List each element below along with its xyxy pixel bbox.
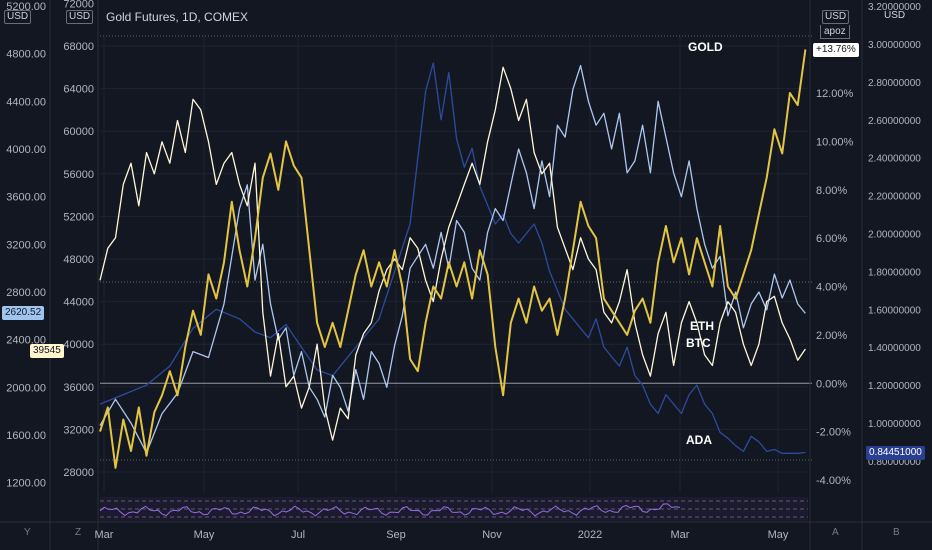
eth-axis-tick-label: 1600.00 (6, 430, 46, 442)
eth-series-line (99, 64, 806, 454)
time-axis[interactable]: Mar May Jul Sep Nov 2022 Mar May (49, 0, 863, 550)
scale-mode-badge[interactable]: apoz (820, 25, 850, 39)
percent-axis-tick-label: 0.00% (816, 378, 847, 390)
percent-axis-tick-label: 6.00% (816, 233, 847, 245)
time-axis-tick-label: Jul (291, 529, 305, 541)
btc-axis-tick-label: 52000 (63, 211, 94, 223)
btc-axis-tick-label: 64000 (63, 84, 94, 96)
time-axis-tick-label: Mar (671, 529, 690, 541)
percent-axis-tick-label: 10.00% (816, 136, 854, 148)
time-axis-tick-label: May (768, 529, 789, 541)
btc-axis-tick-label: 28000 (63, 467, 94, 479)
eth-axis-tick-label: 3600.00 (6, 192, 46, 204)
ada-axis-tick-label: 3.20000000 (868, 2, 921, 13)
time-axis-tick-label: Nov (482, 529, 502, 541)
btc-last-price-tag: 39545 (30, 344, 64, 358)
btc-price-axis[interactable]: 72000 68000 64000 60000 56000 52000 48000 44000… (63, 0, 94, 479)
btc-axis-tick-label: 32000 (63, 424, 94, 436)
eth-axis-currency-badge[interactable]: USD (4, 10, 32, 24)
ada-axis-tick-label: 2.80000000 (868, 78, 921, 89)
ada-axis-tick-label: 2.60000000 (868, 116, 921, 127)
gold-series-label: GOLD (688, 40, 723, 54)
eth-price-axis[interactable]: 5200.004800.004400.004000.003600.003200.… (6, 1, 46, 490)
ada-axis-scale-button[interactable]: B (893, 527, 900, 538)
series-labels: GOLD ETH BTC ADA (686, 40, 723, 447)
time-axis-tick-label: 2022 (578, 529, 602, 541)
btc-series-line (99, 66, 806, 441)
ada-axis-tick-label: 1.60000000 (868, 305, 921, 316)
ada-axis-tick-label: 0.80000000 (868, 457, 921, 468)
percent-axis-tick-label: 8.00% (816, 185, 847, 197)
btc-axis-tick-label: 44000 (63, 297, 94, 309)
grid-lines (100, 36, 808, 492)
ada-axis-tick-label: 1.20000000 (868, 381, 921, 392)
ada-series-line (99, 62, 806, 454)
eth-axis-tick-label: 2000.00 (6, 382, 46, 394)
eth-series-label: ETH (690, 319, 714, 333)
eth-axis-scale-button[interactable]: Y (24, 527, 31, 538)
ada-axis-tick-label: 3.00000000 (868, 40, 921, 51)
time-axis-tick-label: May (194, 529, 215, 541)
btc-axis-tick-label: 36000 (63, 382, 94, 394)
eth-last-price-tag: 2620.52 (2, 306, 45, 320)
percent-axis-scale-button[interactable]: A (832, 527, 839, 538)
btc-axis-currency-badge[interactable]: USD (66, 10, 94, 24)
percent-axis-tick-label: -4.00% (816, 475, 851, 487)
ada-axis-tick-label: 1.00000000 (868, 419, 921, 430)
percent-axis-tick-label: 12.00% (816, 88, 854, 100)
ada-axis-tick-label: 2.00000000 (868, 230, 921, 241)
gold-last-value-tag: +13.76% (813, 43, 859, 57)
reference-lines (100, 35, 812, 461)
percent-axis-currency-badge[interactable]: USD (822, 10, 850, 24)
ada-axis-currency-label: USD (884, 10, 906, 21)
percent-axis-tick-label: -2.00% (816, 427, 851, 439)
eth-axis-tick-label: 2400.00 (6, 335, 46, 347)
ada-axis-tick-label: 1.80000000 (868, 267, 921, 278)
btc-axis-scale-button[interactable]: Z (75, 527, 82, 538)
rsi-line (99, 503, 681, 517)
ada-axis-currency-badge[interactable]: USD (882, 10, 907, 22)
btc-axis-tick-label: 68000 (63, 41, 94, 53)
percent-axis-tick-label: 4.00% (816, 282, 847, 294)
time-axis-tick-label: Sep (386, 529, 406, 541)
chart-title: Gold Futures, 1D, COMEX (106, 10, 249, 24)
gold-series-line (99, 49, 807, 469)
ada-axis-tick-label: 1.40000000 (868, 343, 921, 354)
eth-axis-tick-label: 4800.00 (6, 49, 46, 61)
btc-axis-tick-label: 60000 (63, 126, 94, 138)
series-layer (99, 49, 807, 469)
ada-series-label: ADA (686, 433, 712, 447)
btc-axis-tick-label: 48000 (63, 254, 94, 266)
rsi-pane[interactable] (0, 497, 932, 523)
eth-axis-tick-label: 4000.00 (6, 144, 46, 156)
eth-axis-tick-label: 1200.00 (6, 478, 46, 490)
ada-axis-tick-label: 2.20000000 (868, 192, 921, 203)
ada-last-price-tag: 0.84451000 (866, 446, 925, 460)
btc-axis-tick-label: 40000 (63, 339, 94, 351)
ada-price-axis[interactable]: 3.20000000 3.00000000 2.80000000 2.60000000… (868, 2, 921, 468)
btc-axis-tick-label: 72000 (63, 0, 94, 10)
eth-axis-tick-label: 3200.00 (6, 239, 46, 251)
btc-axis-tick-label: 56000 (63, 169, 94, 181)
eth-axis-tick-label: 2800.00 (6, 287, 46, 299)
ada-axis-tick-label: 2.40000000 (868, 154, 921, 165)
btc-series-label: BTC (686, 336, 711, 350)
time-axis-tick-label: Mar (95, 529, 114, 541)
percent-axis-tick-label: 2.00% (816, 330, 847, 342)
eth-axis-tick-label: 4400.00 (6, 96, 46, 108)
gold-percent-axis[interactable]: 12.00% 10.00% 8.00% 6.00% 4.00% 2.00% 0.00% -2.… (816, 88, 854, 487)
